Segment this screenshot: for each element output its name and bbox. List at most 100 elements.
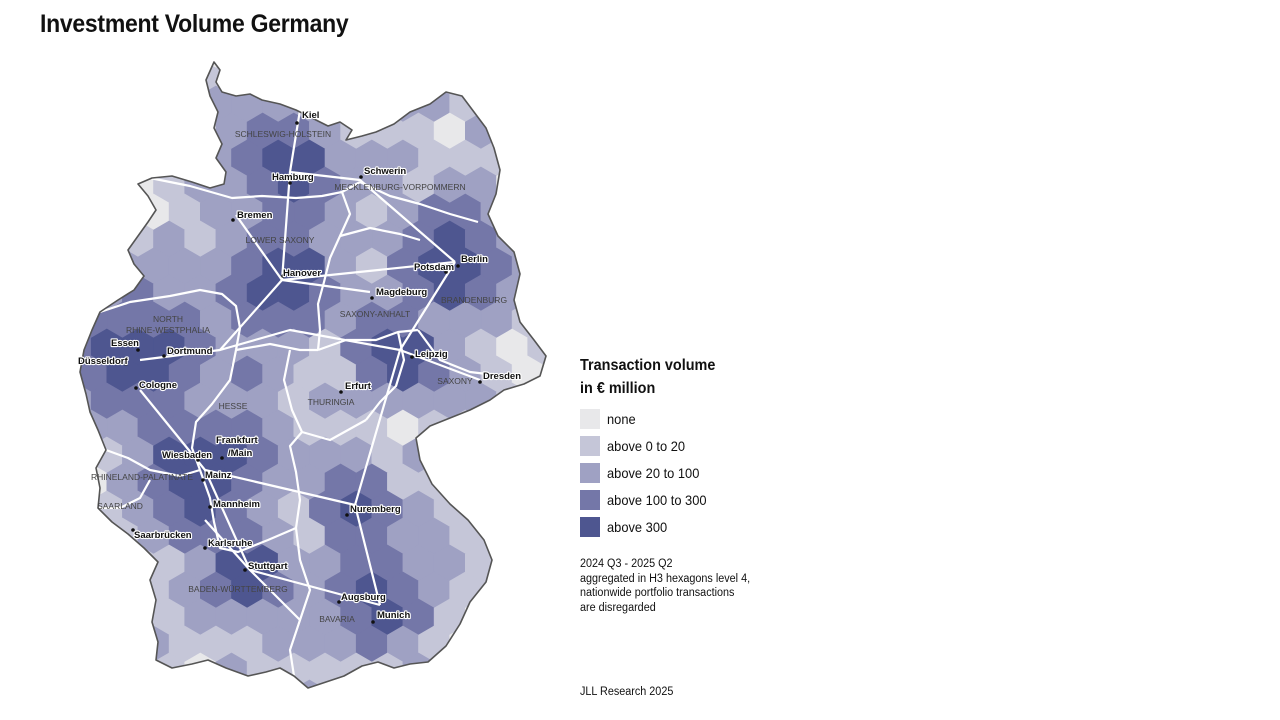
- city-label-erfurt: Erfurt: [345, 381, 372, 392]
- hexagon-cell: [511, 409, 544, 447]
- city-dot: [136, 348, 140, 352]
- hexagon-cell: [80, 544, 92, 582]
- hexagon-cell: [449, 463, 482, 501]
- hexagon-cell: [418, 62, 451, 69]
- city-dot: [281, 274, 285, 278]
- hexagon-cell: [542, 463, 546, 501]
- hexagon-cell: [496, 166, 529, 204]
- hexagon-cell: [527, 490, 546, 528]
- hexagon-cell: [44, 302, 75, 338]
- legend-label: none: [607, 410, 636, 427]
- legend-swatch: [580, 462, 600, 483]
- hexagon-cell: [80, 247, 108, 285]
- hexagon-cell: [340, 62, 373, 96]
- city-dot: [201, 478, 205, 482]
- border-line: [399, 348, 481, 382]
- hexagon-cell: [496, 62, 529, 96]
- city-label-essen: Essen: [111, 338, 139, 349]
- hexagon-cell: [262, 679, 295, 688]
- hexagon-cell: [106, 62, 139, 69]
- footnote-line: are disregarded: [580, 601, 656, 614]
- border-line: [105, 448, 201, 478]
- border-line: [98, 479, 151, 510]
- legend-label: above 20 to 100: [607, 464, 700, 481]
- city-dot: [288, 181, 292, 185]
- city-dot: [370, 296, 374, 300]
- border-line: [190, 349, 238, 471]
- border-line: [288, 527, 312, 677]
- hexagon-cell: [80, 517, 108, 555]
- state-borders: [98, 109, 505, 677]
- hexagon-cell: [511, 679, 544, 688]
- region-label-rp: RHINELAND-PALATINATE: [91, 472, 193, 482]
- border-line: [139, 389, 356, 507]
- hexagon-cell: [44, 86, 75, 122]
- hexagon-cell: [44, 626, 75, 662]
- hexagon-cell: [90, 220, 123, 258]
- hexagon-cell: [106, 139, 139, 177]
- hexagon-cell: [80, 598, 92, 636]
- city-label-mainz: Mainz: [205, 470, 232, 481]
- border-line: [288, 109, 456, 263]
- hexagon-cell: [527, 220, 546, 258]
- region-label-nrw2: RHINE-WESTPHALIA: [126, 325, 210, 335]
- hexagon-cell: [80, 274, 92, 312]
- source-credit: JLL Research 2025: [580, 686, 674, 698]
- city-label-potsdam: Potsdam: [414, 262, 454, 273]
- hexagon-cell: [324, 85, 357, 123]
- footnote-line: 2024 Q3 - 2025 Q2: [580, 558, 673, 570]
- hexagon-cell: [464, 652, 497, 688]
- hexagon-cell: [293, 62, 326, 69]
- hexagon-cell: [90, 544, 123, 582]
- hexagon-cell: [153, 62, 185, 96]
- hexagon-cell: [542, 625, 546, 663]
- city-dot: [134, 386, 138, 390]
- hexagon-cell: [168, 679, 201, 688]
- legend-title-line1: Transaction volume: [580, 357, 716, 374]
- hexagon-cell: [80, 62, 92, 96]
- legend-swatch: [580, 435, 600, 456]
- hexagon-cell: [464, 436, 497, 474]
- legend: Transaction volume in € million none abo…: [580, 354, 726, 540]
- footnote: 2024 Q3 - 2025 Q2 aggregated in H3 hexag…: [580, 557, 761, 615]
- hexagon-cell: [464, 598, 497, 636]
- hexagon-cell: [80, 193, 108, 231]
- region-label-sl: SAARLAND: [97, 501, 143, 511]
- city-markers: [124, 121, 482, 624]
- hexagon-cell: [44, 356, 75, 392]
- region-label-sx: SAXONY: [437, 376, 473, 386]
- city-label-cologne: Cologne: [139, 380, 177, 391]
- city-dot: [124, 362, 128, 366]
- hexagon-cell: [44, 410, 75, 446]
- hexagon-cell: [106, 625, 139, 663]
- border-line: [317, 328, 419, 352]
- hexagon-cell: [355, 62, 388, 69]
- legend-label: above 0 to 20: [607, 437, 686, 454]
- hexagon-cell: [480, 85, 513, 123]
- hexagon-cell: [80, 652, 92, 688]
- hexagon-cell: [542, 517, 546, 555]
- city-dot: [359, 175, 363, 179]
- city-label-karlsruhe: Karlsruhe: [208, 538, 252, 549]
- border-line: [282, 349, 367, 442]
- hexagon-cell: [80, 139, 108, 177]
- hexagon-cell: [511, 517, 544, 555]
- city-label-munich: Munich: [377, 610, 410, 621]
- region-label-bw: BADEN-WÜRTTEMBERG: [188, 584, 288, 594]
- hexagon-cell: [90, 112, 123, 150]
- hexagon-cell: [44, 248, 75, 284]
- hexagon-cell: [542, 571, 546, 609]
- hexagon-cell: [80, 679, 108, 688]
- hexagon-cell: [496, 490, 529, 528]
- border-line: [235, 214, 371, 294]
- hexagon-cell: [542, 139, 546, 177]
- city-dot: [243, 568, 247, 572]
- city-dot: [337, 600, 341, 604]
- legend-swatch: [580, 516, 600, 537]
- hexagon-cell: [464, 62, 497, 96]
- border-line: [198, 469, 297, 554]
- hexagon-cell: [106, 193, 139, 231]
- hexagon-cell: [80, 571, 108, 609]
- city-label-kiel: Kiel: [302, 110, 319, 121]
- legend-swatch: [580, 408, 600, 429]
